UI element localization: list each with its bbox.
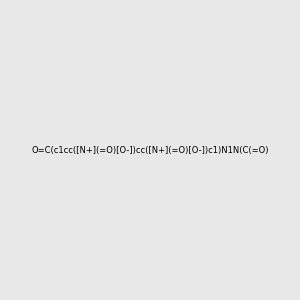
Text: O=C(c1cc([N+](=O)[O-])cc([N+](=O)[O-])c1)N1N(C(=O): O=C(c1cc([N+](=O)[O-])cc([N+](=O)[O-])c1… xyxy=(31,146,269,154)
